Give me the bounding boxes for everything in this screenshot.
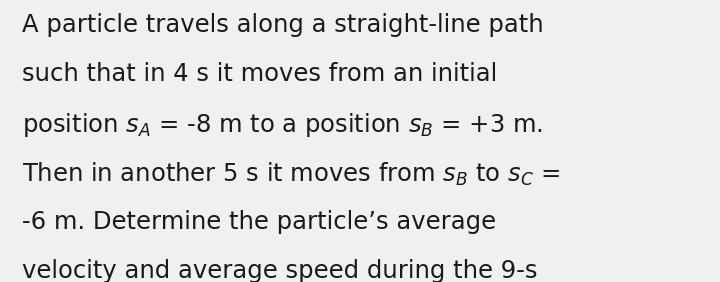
Text: Then in another 5 s it moves from $s_B$ to $s_C$ =: Then in another 5 s it moves from $s_B$ … [22,161,559,188]
Text: such that in 4 s it moves from an initial: such that in 4 s it moves from an initia… [22,62,497,86]
Text: -6 m. Determine the particle’s average: -6 m. Determine the particle’s average [22,210,496,234]
Text: A particle travels along a straight-line path: A particle travels along a straight-line… [22,13,543,37]
Text: velocity and average speed during the 9-s: velocity and average speed during the 9-… [22,259,537,282]
Text: position $s_A$ = -8 m to a position $s_B$ = +3 m.: position $s_A$ = -8 m to a position $s_B… [22,111,543,139]
